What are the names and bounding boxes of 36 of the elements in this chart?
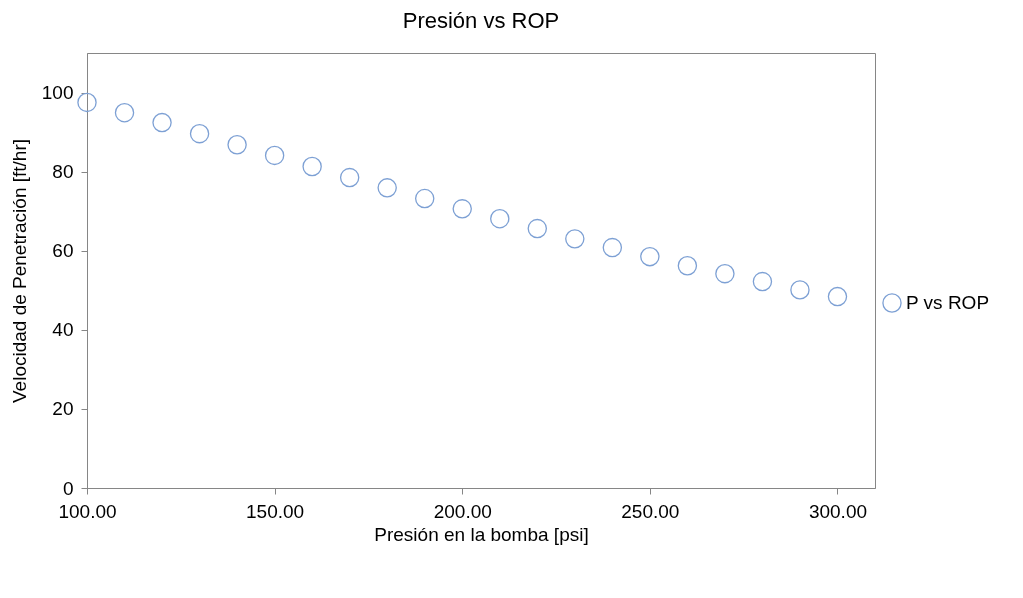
point	[189, 123, 210, 144]
x-axis-title: Presión en la bomba [psi]	[374, 523, 589, 545]
chart-title: Presión vs ROP	[402, 8, 560, 33]
y-tick-label: 100	[41, 82, 74, 104]
y-tick-label: 40	[52, 319, 74, 341]
point	[77, 92, 97, 113]
y-axis-title: Velocidad de Penetración [ft/hr]	[8, 138, 30, 404]
y-tick-label: 0	[62, 477, 74, 499]
point	[114, 103, 135, 123]
x-tick-label: 300.00	[808, 500, 868, 522]
point	[377, 178, 397, 198]
point	[527, 218, 548, 239]
point	[790, 280, 810, 300]
point	[152, 112, 172, 133]
point	[452, 199, 472, 219]
x-tick-label: 250.00	[621, 500, 680, 522]
point	[827, 286, 848, 307]
point	[640, 246, 660, 267]
y-tick-label: 80	[52, 161, 74, 183]
x-tick-label: 200.00	[433, 500, 492, 522]
point	[677, 256, 698, 276]
point	[227, 135, 247, 155]
point	[752, 271, 773, 292]
y-tick-label: 20	[52, 398, 74, 420]
point	[302, 156, 322, 177]
point	[339, 167, 360, 188]
point	[565, 229, 585, 249]
point	[490, 208, 510, 229]
point	[264, 145, 285, 166]
point	[715, 263, 735, 284]
point	[414, 188, 435, 209]
point	[602, 237, 623, 258]
y-tick-label: 60	[52, 240, 74, 262]
x-tick-label: 100.00	[58, 500, 117, 522]
legend-label: P vs ROP	[906, 292, 990, 313]
x-tick-label: 150.00	[246, 500, 305, 522]
